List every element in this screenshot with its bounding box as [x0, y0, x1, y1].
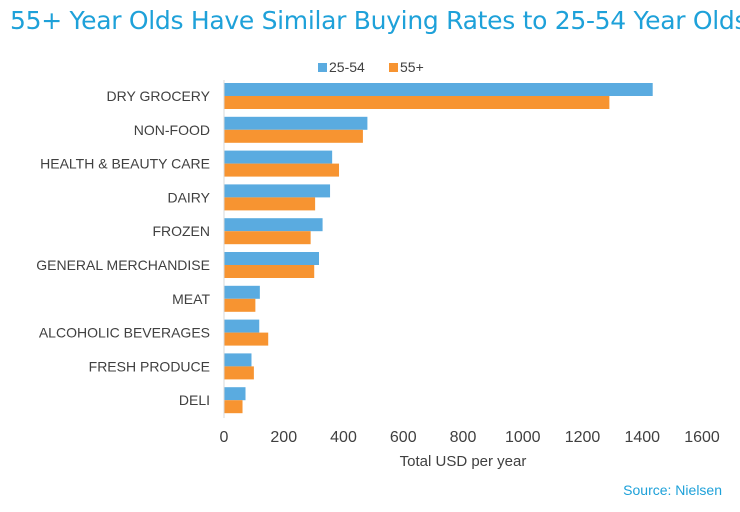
- x-tick-label: 1400: [624, 429, 660, 446]
- bars: [224, 83, 653, 414]
- x-tick-label: 1600: [684, 429, 720, 446]
- category-label: FRESH PRODUCE: [89, 358, 210, 374]
- x-tick-label: 200: [270, 429, 297, 446]
- category-label: DRY GROCERY: [107, 88, 211, 104]
- legend: 25-54 55+: [318, 59, 424, 75]
- bar-25-54: [224, 387, 246, 401]
- category-label: DAIRY: [167, 189, 210, 205]
- bar-55-plus: [224, 96, 610, 109]
- bar-25-54: [224, 252, 320, 265]
- x-tick-label: 400: [330, 429, 357, 446]
- bar-25-54: [224, 150, 333, 164]
- bar-55-plus: [224, 163, 340, 177]
- x-tick-label: 1200: [565, 429, 601, 446]
- bar-55-plus: [224, 129, 363, 143]
- bar-25-54: [224, 83, 653, 96]
- x-tick-label: 800: [450, 429, 477, 446]
- bar-55-plus: [224, 197, 316, 211]
- category-label: NON-FOOD: [134, 122, 210, 138]
- chart-title: 55+ Year Olds Have Similar Buying Rates …: [10, 6, 740, 35]
- category-label: ALCOHOLIC BEVERAGES: [39, 325, 210, 341]
- category-labels: DRY GROCERY NON-FOOD HEALTH & BEAUTY CARE D…: [36, 88, 210, 408]
- bar-25-54: [224, 353, 252, 367]
- bar-25-54: [224, 184, 331, 198]
- legend-label-25-54: 25-54: [329, 59, 365, 75]
- bar-55-plus: [224, 298, 256, 312]
- category-label: GENERAL MERCHANDISE: [36, 257, 210, 273]
- legend-swatch-55-plus: [389, 63, 398, 72]
- bar-55-plus: [224, 265, 315, 278]
- bar-25-54: [224, 285, 260, 299]
- bar-25-54: [224, 116, 368, 130]
- source-note: Source: Nielsen: [623, 482, 722, 498]
- bar-25-54: [224, 218, 323, 232]
- legend-swatch-25-54: [318, 63, 327, 72]
- bar-25-54: [224, 319, 260, 333]
- x-tick-labels: 0 200 400 600 800 1000 1200 1400 1600: [220, 429, 720, 446]
- bar-55-plus: [224, 231, 311, 245]
- category-label: MEAT: [172, 291, 210, 307]
- legend-label-55-plus: 55+: [400, 59, 424, 75]
- category-label: DELI: [179, 392, 210, 408]
- x-axis-title: Total USD per year: [400, 453, 527, 470]
- bar-55-plus: [224, 332, 269, 346]
- bar-55-plus: [224, 366, 254, 380]
- bar-55-plus: [224, 400, 243, 414]
- category-label: HEALTH & BEAUTY CARE: [40, 156, 210, 172]
- x-tick-label: 600: [390, 429, 417, 446]
- x-tick-label: 1000: [505, 429, 541, 446]
- category-label: FROZEN: [152, 223, 210, 239]
- x-tick-label: 0: [220, 429, 229, 446]
